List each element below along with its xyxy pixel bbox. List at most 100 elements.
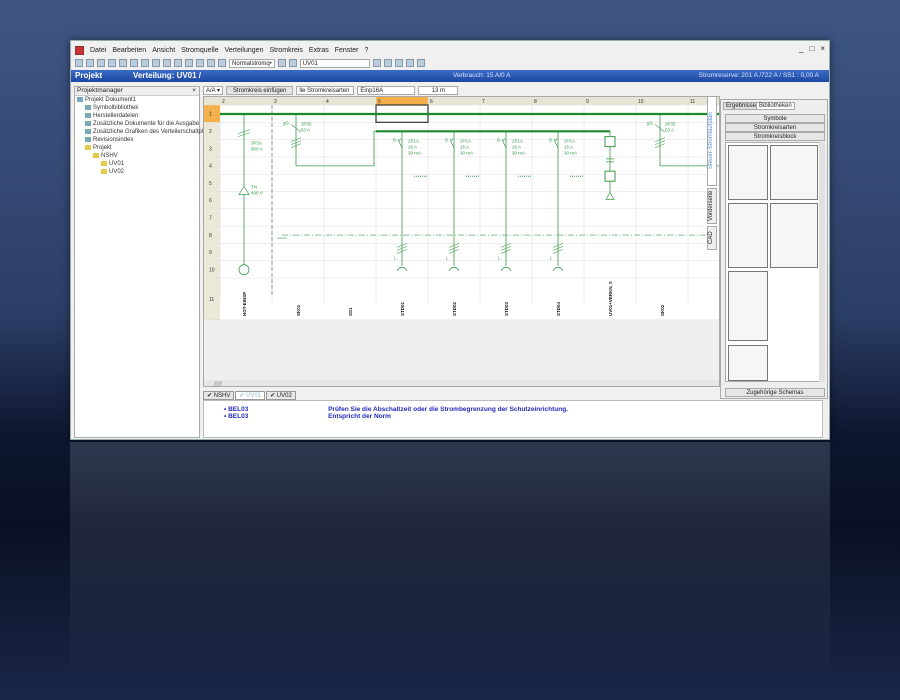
schematic-label: B <box>393 138 396 143</box>
tree-item[interactable]: Zusätzliche Grafiken des Verteilerschalt… <box>75 128 210 136</box>
row-header: 4 <box>209 164 212 170</box>
circuit-block-item[interactable] <box>728 345 768 381</box>
circuit-block-item[interactable] <box>770 203 818 268</box>
tree-item[interactable]: NSHV <box>75 152 199 160</box>
circuit-block-item[interactable] <box>728 271 768 341</box>
tree-item[interactable]: UV01 <box>75 160 199 168</box>
schematic-canvas[interactable]: 2 3 4 5 6 7 8 9 10 11 1 2 3 4 5 6 7 8 9 10 11 3P3A 800 A TN 400 … <box>203 96 720 387</box>
new-icon[interactable] <box>75 59 83 67</box>
tool-icon[interactable] <box>196 59 204 67</box>
preview-icon[interactable] <box>152 59 160 67</box>
circuit-type-select[interactable]: Einp16A <box>357 85 416 95</box>
menu-extras[interactable]: Extras <box>308 47 329 54</box>
tree-item-label: UV02 <box>109 169 125 175</box>
message-row[interactable]: • BEL03 Prüfen Sie die Abschaltzeit oder … <box>224 406 569 413</box>
calc2-icon[interactable] <box>383 59 392 67</box>
column-header: 8 <box>534 99 537 105</box>
menu-stromquelle[interactable]: Stromquelle <box>181 47 219 54</box>
tree-item-label: Projekt <box>93 145 112 151</box>
minimize-button[interactable]: _ <box>799 44 804 53</box>
menu-bearbeiten[interactable]: Bearbeiten <box>112 47 147 54</box>
tool2-icon[interactable] <box>207 59 215 67</box>
stromkreisblock-button[interactable]: Stromkreisblock <box>725 132 825 141</box>
tree-item[interactable]: UV02 <box>75 168 199 176</box>
insert-circuit-button[interactable]: Stromkreis einfügen <box>226 85 294 95</box>
window-reflection <box>70 442 830 682</box>
circuit-filter-select[interactable]: lle Stromkreisarten <box>296 85 355 95</box>
tab-bibliotheken[interactable]: Bibliotheken <box>756 102 795 110</box>
tab-uv02[interactable]: ✔ UV02 <box>266 391 296 400</box>
circuit-name-label: STD04 <box>556 301 561 316</box>
menu-help[interactable]: ? <box>364 47 369 54</box>
schematic-label: B <box>445 138 448 143</box>
view-mode-dropdown[interactable]: A/A ▾ <box>203 85 224 95</box>
tree-item[interactable]: Projekt Dokument1 <box>75 96 199 104</box>
delete-icon[interactable] <box>288 59 297 67</box>
tab-vorderseite[interactable]: Vorderseite <box>707 188 717 224</box>
circuit-name-label: NOT-EINSP <box>242 292 247 316</box>
close-panel-button[interactable]: × <box>192 87 196 94</box>
tree-item[interactable]: Revisionsindex <box>75 136 199 144</box>
check2-icon[interactable] <box>405 59 414 67</box>
schematic-label: 3P35 <box>301 121 312 126</box>
grid-icon[interactable] <box>174 59 182 67</box>
cut-icon[interactable] <box>108 59 116 67</box>
menu-fenster[interactable]: Fenster <box>334 47 359 54</box>
distribution-title-bar: Projekt Verteilung: UV01 / Verbrauch: 15… <box>71 70 829 82</box>
socket-icon <box>448 266 460 271</box>
tree-item[interactable]: Symbolbibliothek <box>75 104 199 112</box>
stromkreisarten-button[interactable]: Stromkreisarten <box>725 123 825 132</box>
circuit-block-item[interactable] <box>770 145 818 200</box>
print-icon[interactable] <box>141 59 149 67</box>
tree-item[interactable]: Zusätzliche Dokumente für die Ausgabe <box>75 120 199 128</box>
distribution-tabs: ✔ NSHV ✔ UV01 ✔ UV02 <box>203 391 296 400</box>
related-schemas-button[interactable]: Zugehörige Schemas <box>725 388 825 397</box>
restore-button[interactable]: □ <box>809 44 815 53</box>
copy-icon[interactable] <box>119 59 127 67</box>
tab-cad[interactable]: CAD <box>707 226 717 250</box>
table-icon[interactable] <box>185 59 193 67</box>
circuit-block-list <box>725 142 820 382</box>
row-header-bar <box>204 105 220 321</box>
scrollbar-thumb[interactable] <box>214 381 222 386</box>
report-icon[interactable] <box>416 59 425 67</box>
message-row[interactable]: • BEL03 Entspricht der Norm <box>224 413 391 420</box>
open-icon[interactable] <box>86 59 94 67</box>
schematic-label: L <box>550 255 553 260</box>
circuit-block-item[interactable] <box>728 203 768 268</box>
paste-icon[interactable] <box>130 59 138 67</box>
tab-steuer-stromlaufplan[interactable]: Steuer-Stromlaufplan <box>707 96 717 186</box>
transformer-icon <box>238 185 250 195</box>
calc-icon[interactable] <box>372 59 381 67</box>
source-icon[interactable] <box>277 59 286 67</box>
zoom-icon[interactable] <box>218 59 226 67</box>
tab-label: UV02 <box>276 393 292 399</box>
menu-verteilungen[interactable]: Verteilungen <box>224 47 264 54</box>
view-side-tabs: Steuer-Stromlaufplan Vorderseite CAD <box>707 96 717 266</box>
tree-item[interactable]: Projekt <box>75 144 199 152</box>
close-button[interactable]: × <box>820 44 825 53</box>
menu-stromkreis[interactable]: Stromkreis <box>269 47 303 54</box>
tab-nshv[interactable]: ✔ NSHV <box>203 391 235 400</box>
circuit-block-item[interactable] <box>728 145 768 200</box>
length-field[interactable]: 13 m <box>418 85 459 95</box>
tab-uv01[interactable]: ✔ UV01 <box>235 391 266 400</box>
check-icon[interactable] <box>394 59 403 67</box>
tab-ergebnisse[interactable]: Ergebnisse <box>723 102 760 110</box>
symbole-button[interactable]: Symbole <box>725 114 825 123</box>
undo-icon[interactable] <box>163 59 171 67</box>
distribution-select[interactable]: UV01 <box>299 58 370 68</box>
menu-datei[interactable]: Datei <box>90 47 107 54</box>
library-scrollbar[interactable] <box>819 142 825 382</box>
save-icon[interactable] <box>97 59 105 67</box>
tree-item[interactable]: Herstellerdateien <box>75 112 199 120</box>
messages-panel: • BEL03 Prüfen Sie die Abschaltzeit oder … <box>203 400 823 438</box>
distribution-title: Verteilung: UV01 / <box>133 71 202 80</box>
column-header: 4 <box>326 99 329 105</box>
menu-ansicht[interactable]: Ansicht <box>152 47 176 54</box>
horizontal-scrollbar[interactable] <box>204 380 720 387</box>
current-type-select[interactable]: Normalstromq• <box>229 58 275 68</box>
row-header: 10 <box>209 267 215 273</box>
schematic-label: 16 A <box>460 145 469 150</box>
